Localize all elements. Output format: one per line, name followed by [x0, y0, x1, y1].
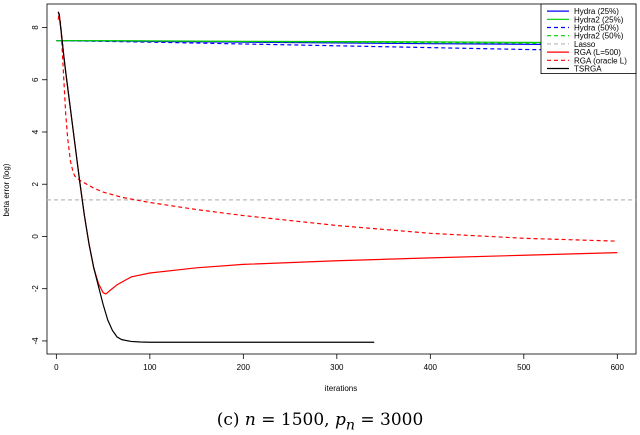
caption-p-equation: = 3000: [354, 410, 424, 430]
y-axis-title: beta error (log): [2, 163, 11, 216]
caption-prefix: (c): [216, 410, 245, 430]
caption-n-variable: n: [244, 410, 256, 430]
caption-p-variable: p: [334, 410, 346, 430]
caption-n-equation: = 1500,: [255, 410, 335, 430]
legend-label: RGA (oracle L): [574, 56, 627, 65]
y-tick-label: 2: [31, 181, 40, 186]
legend-label: Hydra2 (25%): [574, 15, 624, 24]
series-line-hydra-50: [56, 39, 618, 52]
y-tick-label: 4: [31, 129, 40, 134]
plot-frame: [46, 3, 637, 355]
series-line-rga-l-500: [57, 11, 618, 295]
y-tick-label: -4: [31, 337, 40, 345]
series-line-tsrga: [57, 11, 375, 343]
legend-label: TSRGA: [574, 65, 602, 74]
y-axis: -4 -2 0 2 4 6 8: [31, 25, 47, 345]
legend-label: Hydra2 (50%): [574, 32, 624, 41]
series-line-hydra2-50: [56, 39, 618, 45]
legend-label: Lasso: [574, 40, 596, 49]
y-tick-label: 8: [31, 25, 40, 30]
figure-caption: (c) n = 1500, pn = 3000: [0, 410, 640, 433]
x-tick-label: 200: [237, 363, 251, 372]
x-tick-label: 300: [330, 363, 344, 372]
legend-label: Hydra (50%): [574, 24, 619, 33]
x-tick-label: 100: [143, 363, 157, 372]
x-tick-label: 500: [517, 363, 531, 372]
legend-label: RGA (L=500): [574, 48, 621, 57]
caption-p-subscript: n: [345, 417, 355, 434]
x-axis: 0 100 200 300 400 500 600: [54, 354, 625, 372]
series-line-rga-oracle-l: [57, 13, 618, 242]
x-tick-label: 0: [54, 363, 59, 372]
y-tick-label: -2: [31, 285, 40, 293]
legend: Hydra (25%)Hydra2 (25%)Hydra (50%)Hydra2…: [540, 3, 637, 74]
x-tick-label: 400: [424, 363, 438, 372]
series-layer: [47, 11, 636, 343]
x-axis-title: iterations: [325, 384, 357, 393]
y-tick-label: 0: [31, 234, 40, 239]
line-chart: 0 100 200 300 400 500 600 -4 -2 0 2 4 6 8 iterations…: [2, 3, 637, 393]
legend-label: Hydra (25%): [574, 7, 619, 16]
legend-box: [540, 3, 637, 74]
x-tick-label: 600: [611, 363, 625, 372]
y-tick-label: 6: [31, 77, 40, 82]
